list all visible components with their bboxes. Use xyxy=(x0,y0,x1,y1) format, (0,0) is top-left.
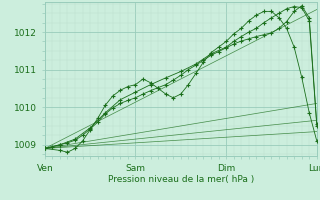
X-axis label: Pression niveau de la mer( hPa ): Pression niveau de la mer( hPa ) xyxy=(108,175,254,184)
